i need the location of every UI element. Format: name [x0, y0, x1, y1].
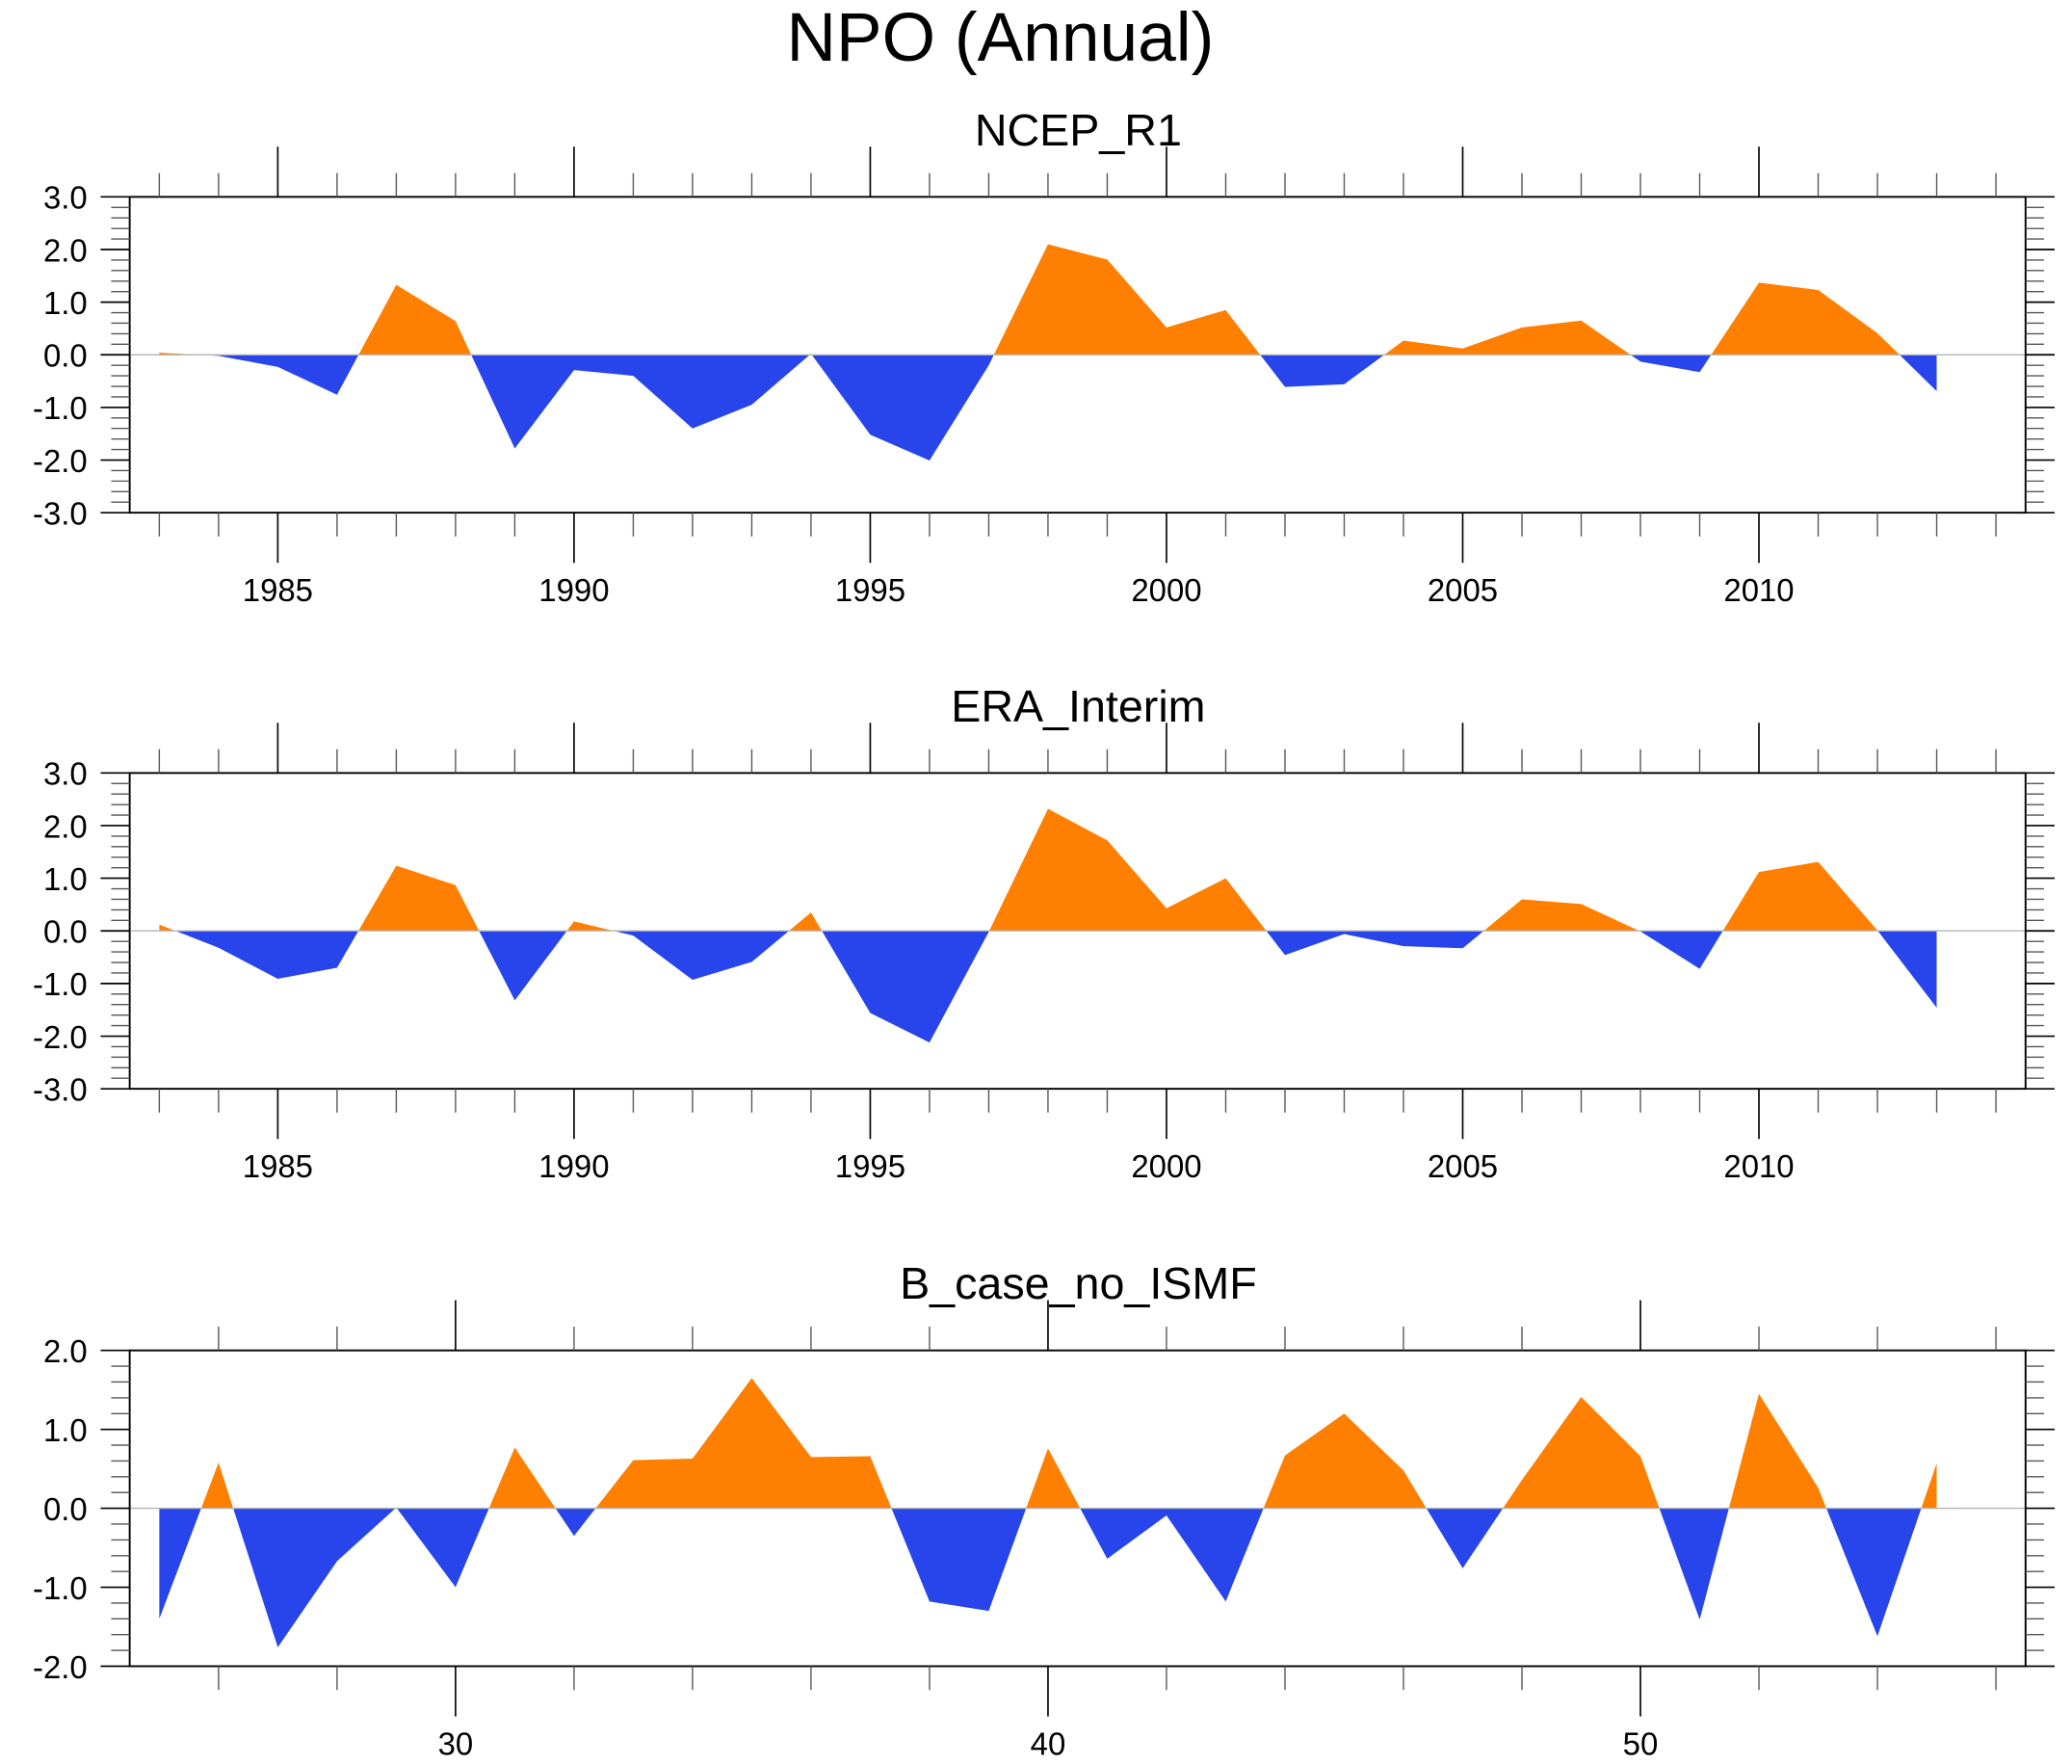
y-tick-label: 0.0 — [43, 338, 88, 374]
panel-ncep-r1: NCEP_R1 1985 1990 1995 2000 2005 2010 3.0 2.0 1.… — [33, 105, 2055, 608]
y-tick-label: -1.0 — [33, 390, 88, 426]
x-tick-label: 2010 — [1723, 1148, 1794, 1184]
y-tick-label: 1.0 — [43, 861, 88, 897]
y-tick-label: 0.0 — [43, 914, 88, 950]
x-tick-label: 2000 — [1131, 572, 1201, 608]
panel-era-interim: ERA_Interim 1985 1990 1995 2000 2005 2010 3.0 2… — [33, 681, 2055, 1184]
positive-area — [159, 244, 1937, 355]
main-title: NPO (Annual) — [787, 0, 1215, 76]
y-tick-label: -2.0 — [33, 1019, 88, 1055]
y-tick-label: -1.0 — [33, 966, 88, 1002]
y-tick-label: 1.0 — [43, 1412, 88, 1448]
y-tick-label: -2.0 — [33, 443, 88, 479]
y-tick-label: 2.0 — [43, 1333, 88, 1369]
x-tick-label: 1990 — [538, 1148, 609, 1184]
panel-title: B_case_no_ISMF — [900, 1258, 1257, 1308]
panel-b-case-no-ismf: B_case_no_ISMF 30 40 50 2.0 1.0 0.0 -1.0 -2.0 — [33, 1258, 2055, 1761]
x-tick-label: 30 — [438, 1725, 474, 1761]
x-tick-label: 2005 — [1428, 572, 1498, 608]
positive-area — [159, 808, 1937, 932]
y-tick-label: 3.0 — [43, 756, 88, 792]
x-tick-label: 1985 — [243, 572, 313, 608]
x-tick-label: 2010 — [1723, 572, 1794, 608]
y-tick-label: -2.0 — [33, 1649, 88, 1685]
negative-area — [159, 1508, 1937, 1647]
x-tick-label: 1995 — [835, 1148, 905, 1184]
x-tick-label: 2000 — [1131, 1148, 1201, 1184]
y-tick-label: 0.0 — [43, 1491, 88, 1527]
y-tick-label: -1.0 — [33, 1570, 88, 1606]
x-tick-label: 1985 — [243, 1148, 313, 1184]
y-tick-label: -3.0 — [33, 495, 88, 531]
y-tick-label: -3.0 — [33, 1071, 88, 1107]
x-tick-label: 40 — [1031, 1725, 1066, 1761]
y-tick-label: 1.0 — [43, 285, 88, 321]
positive-area — [159, 1378, 1937, 1509]
x-tick-label: 50 — [1623, 1725, 1659, 1761]
panel-title: NCEP_R1 — [975, 105, 1182, 155]
y-tick-label: 2.0 — [43, 808, 88, 844]
x-tick-label: 1995 — [835, 572, 905, 608]
negative-area — [159, 931, 1937, 1043]
negative-area — [159, 355, 1937, 461]
x-tick-label: 1990 — [538, 572, 609, 608]
y-tick-label: 3.0 — [43, 180, 88, 216]
panel-title: ERA_Interim — [951, 681, 1205, 731]
x-tick-label: 2005 — [1428, 1148, 1498, 1184]
y-tick-label: 2.0 — [43, 232, 88, 268]
